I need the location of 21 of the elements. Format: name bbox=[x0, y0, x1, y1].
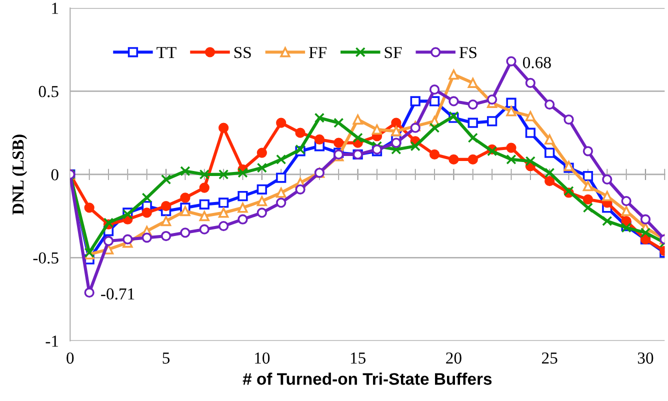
legend-label: TT bbox=[156, 47, 176, 58]
y-tick-label: -0.5 bbox=[33, 252, 58, 264]
x-axis-title: # of Turned-on Tri-State Buffers bbox=[242, 372, 492, 385]
y-axis-title: DNL (LSB) bbox=[12, 134, 28, 215]
x-tick-label: 15 bbox=[350, 352, 366, 364]
x-tick-label: 20 bbox=[446, 352, 462, 364]
y-tick-label: 0.5 bbox=[38, 86, 58, 98]
annotation: 0.68 bbox=[522, 56, 551, 68]
y-tick-label: 1 bbox=[52, 2, 58, 14]
y-tick-label: -1 bbox=[46, 336, 58, 347]
legend-label: SS bbox=[234, 46, 251, 58]
x-tick-label: 30 bbox=[638, 352, 654, 364]
legend-label: SF bbox=[384, 46, 402, 58]
x-tick-label: 25 bbox=[542, 352, 558, 364]
x-tick-label: 0 bbox=[66, 352, 74, 364]
annotation: -0.71 bbox=[101, 288, 134, 300]
x-tick-label: 10 bbox=[255, 352, 270, 364]
legend-label: FF bbox=[309, 47, 326, 58]
x-tick-label: 5 bbox=[162, 352, 170, 364]
y-tick-label: 0 bbox=[51, 169, 58, 180]
legend-label: FS bbox=[459, 46, 476, 58]
